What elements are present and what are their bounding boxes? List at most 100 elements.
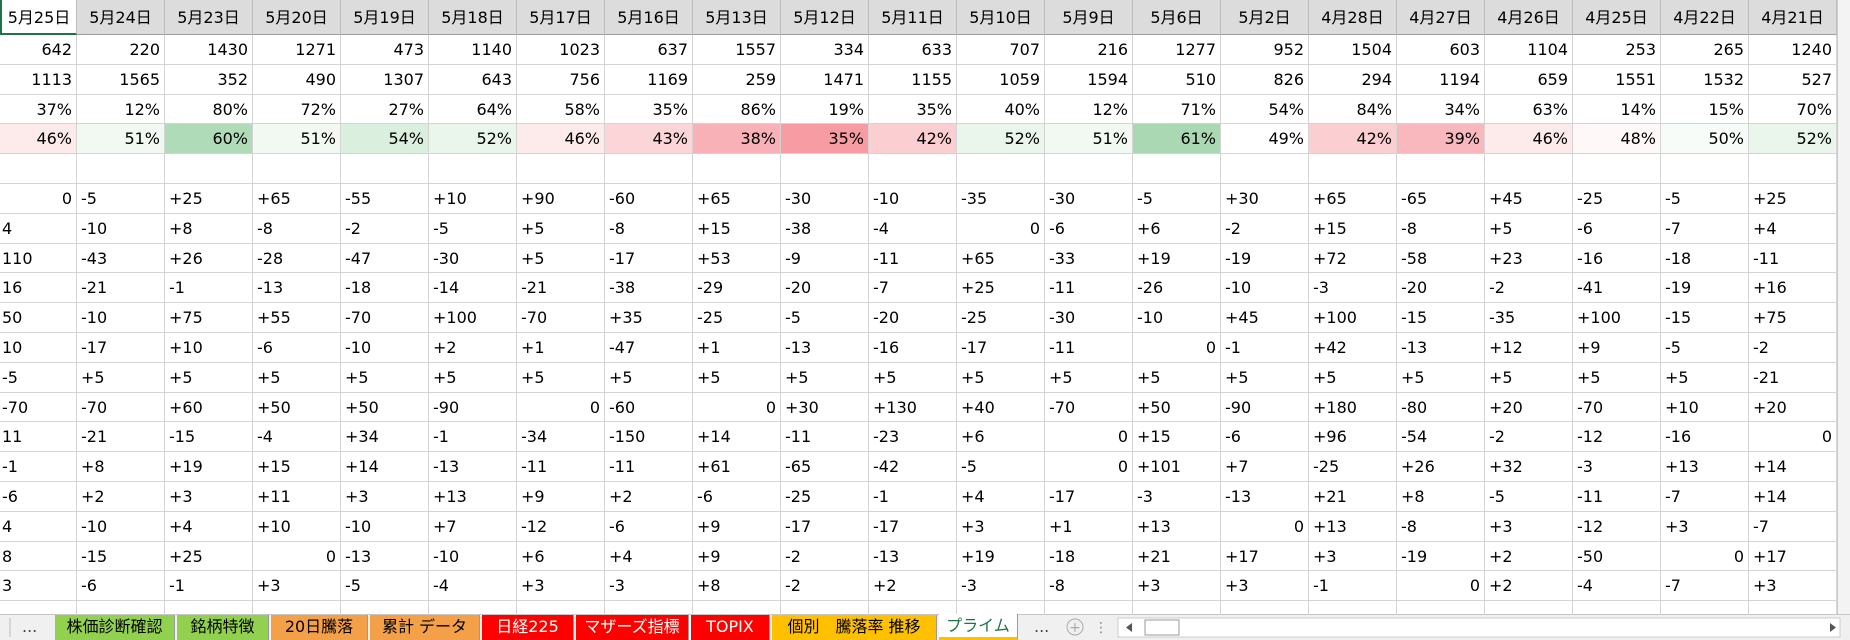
change-cell: 0 [693, 392, 781, 423]
empty-cell [517, 601, 605, 614]
empty-cell [1045, 601, 1133, 614]
change-cell: -12 [1573, 511, 1661, 542]
summary-cell: 51% [77, 124, 165, 155]
change-cell: +20 [1485, 392, 1573, 423]
summary-cell: 220 [77, 35, 165, 65]
empty-cell [1749, 601, 1837, 614]
change-cell: 0 [1221, 511, 1309, 542]
sheet-tab[interactable]: 累計 データ [370, 615, 480, 640]
summary-cell: 86% [693, 94, 781, 125]
change-cell: +21 [1309, 482, 1397, 512]
change-cell: -17 [781, 511, 869, 542]
change-cell: +75 [165, 303, 253, 333]
change-cell: +5 [517, 362, 605, 393]
change-cell: -1 [165, 273, 253, 304]
change-cell: +55 [253, 303, 341, 333]
summary-cell: 1551 [1573, 64, 1661, 95]
change-cell: -7 [1749, 511, 1837, 542]
empty-cell [1573, 154, 1661, 184]
change-cell: -16 [1661, 422, 1749, 453]
summary-cell: 50% [1661, 124, 1749, 155]
change-cell: -33 [1045, 243, 1133, 274]
change-cell: +9 [1573, 333, 1661, 363]
sheet-tab[interactable]: 銘柄特徴 [177, 615, 269, 640]
empty-cell [1749, 154, 1837, 184]
active-sheet-tab[interactable]: プライム [939, 614, 1018, 640]
empty-cell [1485, 154, 1573, 184]
empty-cell [1661, 154, 1749, 184]
summary-cell: 216 [1045, 35, 1133, 65]
change-cell: +15 [693, 213, 781, 244]
change-cell: +60 [165, 392, 253, 423]
empty-cell [0, 154, 77, 184]
empty-cell [693, 601, 781, 614]
summary-cell: 40% [957, 94, 1045, 125]
empty-cell [253, 601, 341, 614]
summary-cell: 48% [1573, 124, 1661, 155]
change-cell: -19 [1661, 273, 1749, 304]
change-cell: -1 [165, 571, 253, 602]
sheet-tab[interactable]: 個別 騰落率 推移 [772, 615, 937, 640]
change-cell: -1 [0, 452, 77, 482]
change-cell: +9 [517, 482, 605, 512]
change-cell: -50 [1573, 541, 1661, 572]
change-cell: -55 [341, 184, 429, 214]
tab-nav[interactable]: ... [1034, 617, 1050, 636]
column-header: 4月22日 [1661, 0, 1749, 35]
sheet-tab[interactable]: 日経225 [482, 615, 574, 640]
change-cell: +101 [1133, 452, 1221, 482]
change-cell: -70 [1573, 392, 1661, 423]
summary-cell: 52% [957, 124, 1045, 155]
change-cell: +3 [165, 482, 253, 512]
change-cell: +5 [77, 362, 165, 393]
change-cell: 0 [1045, 452, 1133, 482]
change-cell: +45 [1485, 184, 1573, 214]
summary-cell: 952 [1221, 35, 1309, 65]
change-cell: -60 [605, 392, 693, 423]
sheet-tab[interactable]: TOPIX [691, 615, 770, 640]
summary-cell: 70% [1749, 94, 1837, 125]
change-cell: -35 [1485, 303, 1573, 333]
change-cell: +5 [1485, 213, 1573, 244]
change-cell: -3 [957, 571, 1045, 602]
summary-cell: 58% [517, 94, 605, 125]
change-cell: -2 [1221, 213, 1309, 244]
change-cell: +14 [1749, 482, 1837, 512]
sheet-tab[interactable]: 株価診断確認 [55, 615, 175, 640]
empty-cell [1133, 154, 1221, 184]
change-cell: -1 [869, 482, 957, 512]
change-cell: +72 [1309, 243, 1397, 274]
change-cell: +65 [253, 184, 341, 214]
change-cell: +8 [693, 571, 781, 602]
change-cell: +3 [517, 571, 605, 602]
change-cell: +4 [957, 482, 1045, 512]
change-cell: 4 [0, 213, 77, 244]
sheet-tab[interactable]: マザーズ指標 [576, 615, 689, 640]
summary-cell: 14% [1573, 94, 1661, 125]
change-cell: -58 [1397, 243, 1485, 274]
change-cell: +5 [517, 213, 605, 244]
change-cell: -6 [253, 333, 341, 363]
empty-cell [77, 601, 165, 614]
change-cell: +42 [1309, 333, 1397, 363]
change-cell: +2 [1485, 541, 1573, 572]
change-cell: -18 [1661, 243, 1749, 274]
change-cell: -4 [253, 422, 341, 453]
change-cell: -15 [165, 422, 253, 453]
change-cell: +2 [77, 482, 165, 512]
change-cell: +40 [957, 392, 1045, 423]
empty-cell [341, 154, 429, 184]
change-cell: +3 [1749, 571, 1837, 602]
sheet-tab[interactable]: 20日騰落 [271, 615, 368, 640]
change-cell: -11 [781, 422, 869, 453]
empty-cell [1309, 154, 1397, 184]
empty-cell [517, 154, 605, 184]
change-cell: -7 [1661, 482, 1749, 512]
summary-cell: 756 [517, 64, 605, 95]
column-header: 5月11日 [869, 0, 957, 35]
change-cell: +13 [1133, 511, 1221, 542]
summary-cell: 510 [1133, 64, 1221, 95]
change-cell: +3 [341, 482, 429, 512]
change-cell: -21 [517, 273, 605, 304]
summary-cell: 43% [605, 124, 693, 155]
